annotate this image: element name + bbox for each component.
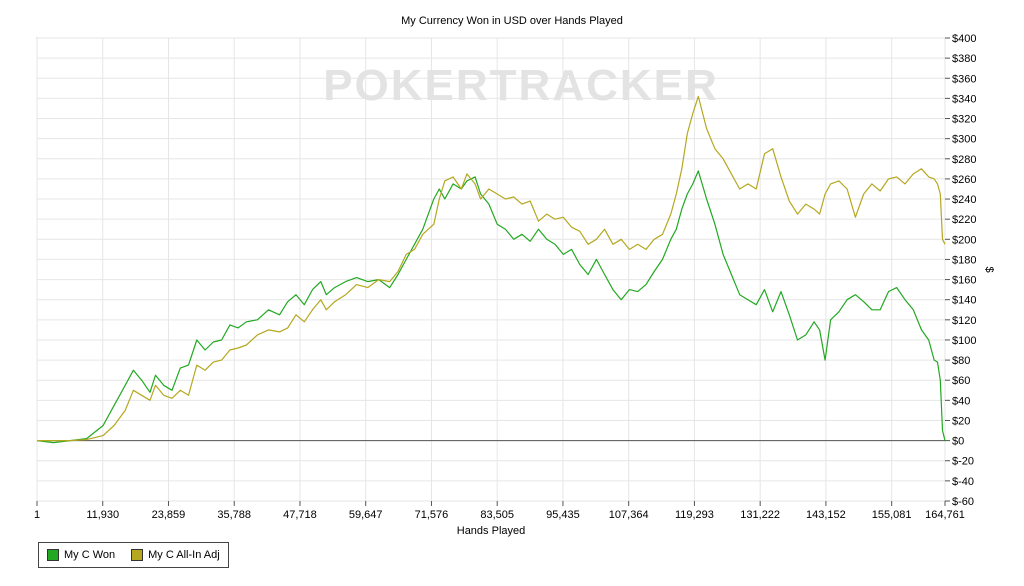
y-tick-label: $400 [952, 33, 976, 45]
plot-area [36, 37, 946, 502]
legend-label-won: My C Won [64, 549, 116, 561]
y-tick-label: $20 [952, 415, 970, 427]
series-line-won [36, 170, 946, 444]
legend: My C Won My C All-In Adj [38, 542, 229, 568]
y-tick-label: $240 [952, 194, 976, 206]
series-line-allin-adj [37, 95, 946, 442]
x-tick-label: 23,859 [152, 509, 186, 521]
y-tick-label: $300 [952, 134, 976, 146]
series-group [36, 95, 946, 444]
x-tick-label: 59,647 [349, 509, 383, 521]
y-tick-label: $-40 [952, 476, 974, 488]
y-tick-label: $380 [952, 53, 976, 65]
legend-swatch-allin [131, 549, 144, 561]
x-tick-label: 131,222 [740, 509, 780, 521]
x-tick-label: 47,718 [283, 509, 317, 521]
watermark-logo: POKERTRACKER [323, 61, 719, 110]
y-tick-label: $-20 [952, 456, 974, 468]
y-tick-label: $160 [952, 275, 976, 287]
x-tick-label: 143,152 [806, 509, 846, 521]
y-tick-label: $200 [952, 234, 976, 246]
y-tick-label: $60 [952, 375, 970, 387]
y-axis-label: $ [983, 266, 995, 272]
x-tick-label: 95,435 [546, 509, 580, 521]
x-tick-label: 119,293 [675, 509, 714, 521]
y-tick-label: $-60 [952, 496, 974, 508]
y-tick-label: $100 [952, 335, 976, 347]
x-tick-label: 164,761 [925, 509, 965, 521]
y-tick-label: $140 [952, 295, 976, 307]
x-tick-label: 83,505 [480, 509, 514, 521]
y-tick-label: $340 [952, 93, 976, 105]
x-tick-label: 107,364 [609, 509, 649, 521]
legend-swatch-won [47, 549, 59, 561]
legend-item-allin[interactable]: My C All-In Adj [131, 549, 220, 561]
x-tick-label: 35,788 [217, 509, 251, 521]
chart-title: My Currency Won in USD over Hands Played [401, 15, 623, 27]
x-axis-label: Hands Played [457, 525, 526, 537]
x-tick-label: 11,930 [86, 509, 119, 521]
legend-item-won[interactable]: My C Won [47, 549, 115, 561]
legend-label-allin: My C All-In Adj [148, 549, 220, 561]
y-tick-label: $260 [952, 174, 976, 186]
y-tick-label: $0 [952, 436, 964, 448]
y-axis: $400 $380 $360 $340 $320 $300 $280 $260 $240 $220… [945, 33, 976, 508]
y-tick-label: $180 [952, 254, 976, 266]
y-tick-label: $80 [952, 355, 970, 367]
x-tick-label: 1 [34, 509, 40, 521]
y-tick-label: $320 [952, 114, 976, 126]
y-tick-label: $360 [952, 73, 976, 85]
y-tick-label: $220 [952, 214, 976, 226]
x-axis: 1 11,930 23,859 35,788 47,718 59,647 71,576 83,… [34, 501, 965, 521]
x-tick-label: 155,081 [872, 509, 912, 521]
y-tick-label: $280 [952, 154, 976, 166]
y-tick-label: $120 [952, 315, 976, 327]
y-tick-label: $40 [952, 395, 970, 407]
x-tick-label: 71,576 [415, 509, 449, 521]
grid [36, 37, 946, 502]
